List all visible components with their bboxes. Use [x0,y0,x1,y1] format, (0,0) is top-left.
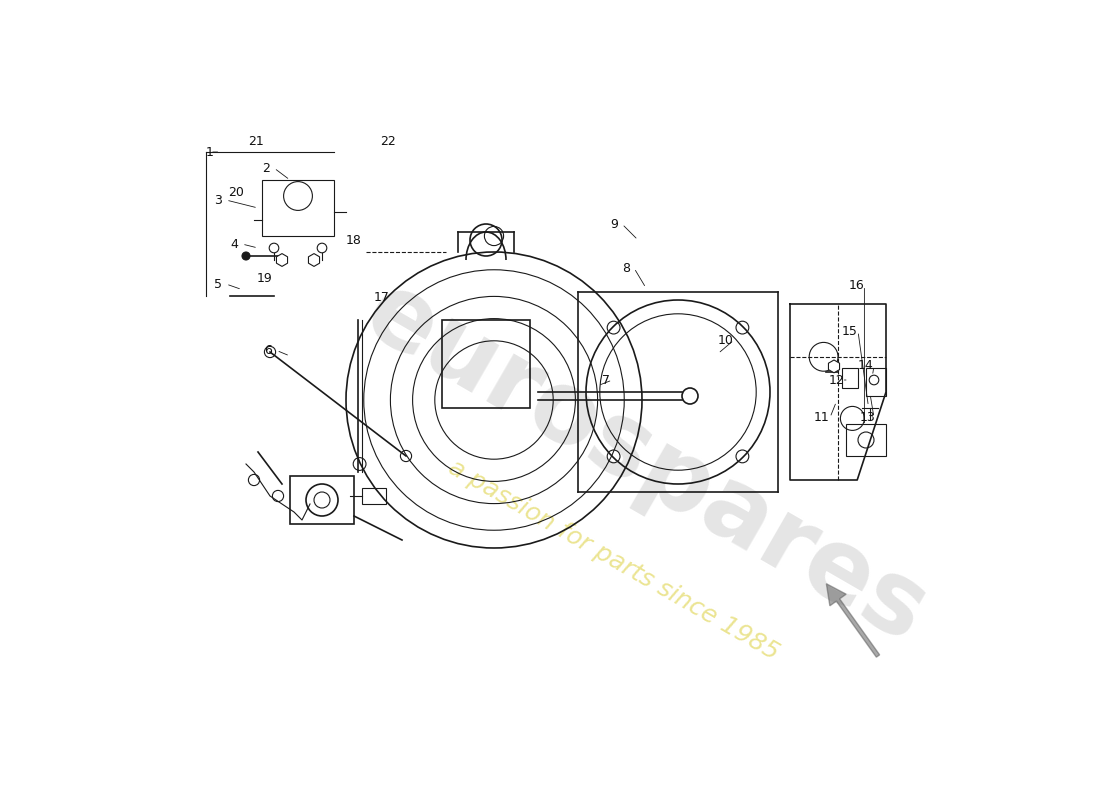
Text: 20: 20 [229,186,244,198]
Bar [846,424,886,456]
Text: 7: 7 [602,374,610,386]
Text: 19: 19 [256,272,273,285]
Text: 12: 12 [828,374,845,386]
Text: 3: 3 [214,194,222,206]
Text: 2: 2 [262,162,270,174]
Text: 11: 11 [814,411,829,424]
Text: 4: 4 [230,238,238,250]
Circle shape [242,252,250,260]
Text: eurospares: eurospares [348,264,944,664]
Text: 5: 5 [214,278,222,290]
Text: 16: 16 [848,279,865,292]
Text: 8: 8 [621,262,630,274]
Bar [262,180,334,236]
Text: 22: 22 [381,135,396,148]
Text: 17: 17 [374,291,389,304]
Bar [362,488,386,504]
Bar [842,368,858,388]
Text: 9: 9 [610,218,618,230]
Text: 6: 6 [264,344,273,357]
FancyArrow shape [826,584,880,657]
Text: 13: 13 [860,411,876,424]
Bar [290,476,354,524]
Text: a passion for parts since 1985: a passion for parts since 1985 [444,455,783,665]
Text: 1: 1 [206,146,213,158]
Bar [866,368,886,396]
Bar [442,320,530,408]
Text: 18: 18 [346,234,362,246]
Text: 10: 10 [718,334,734,346]
Text: 15: 15 [843,325,858,338]
Text: 21: 21 [248,135,264,148]
Text: 14: 14 [858,359,873,372]
